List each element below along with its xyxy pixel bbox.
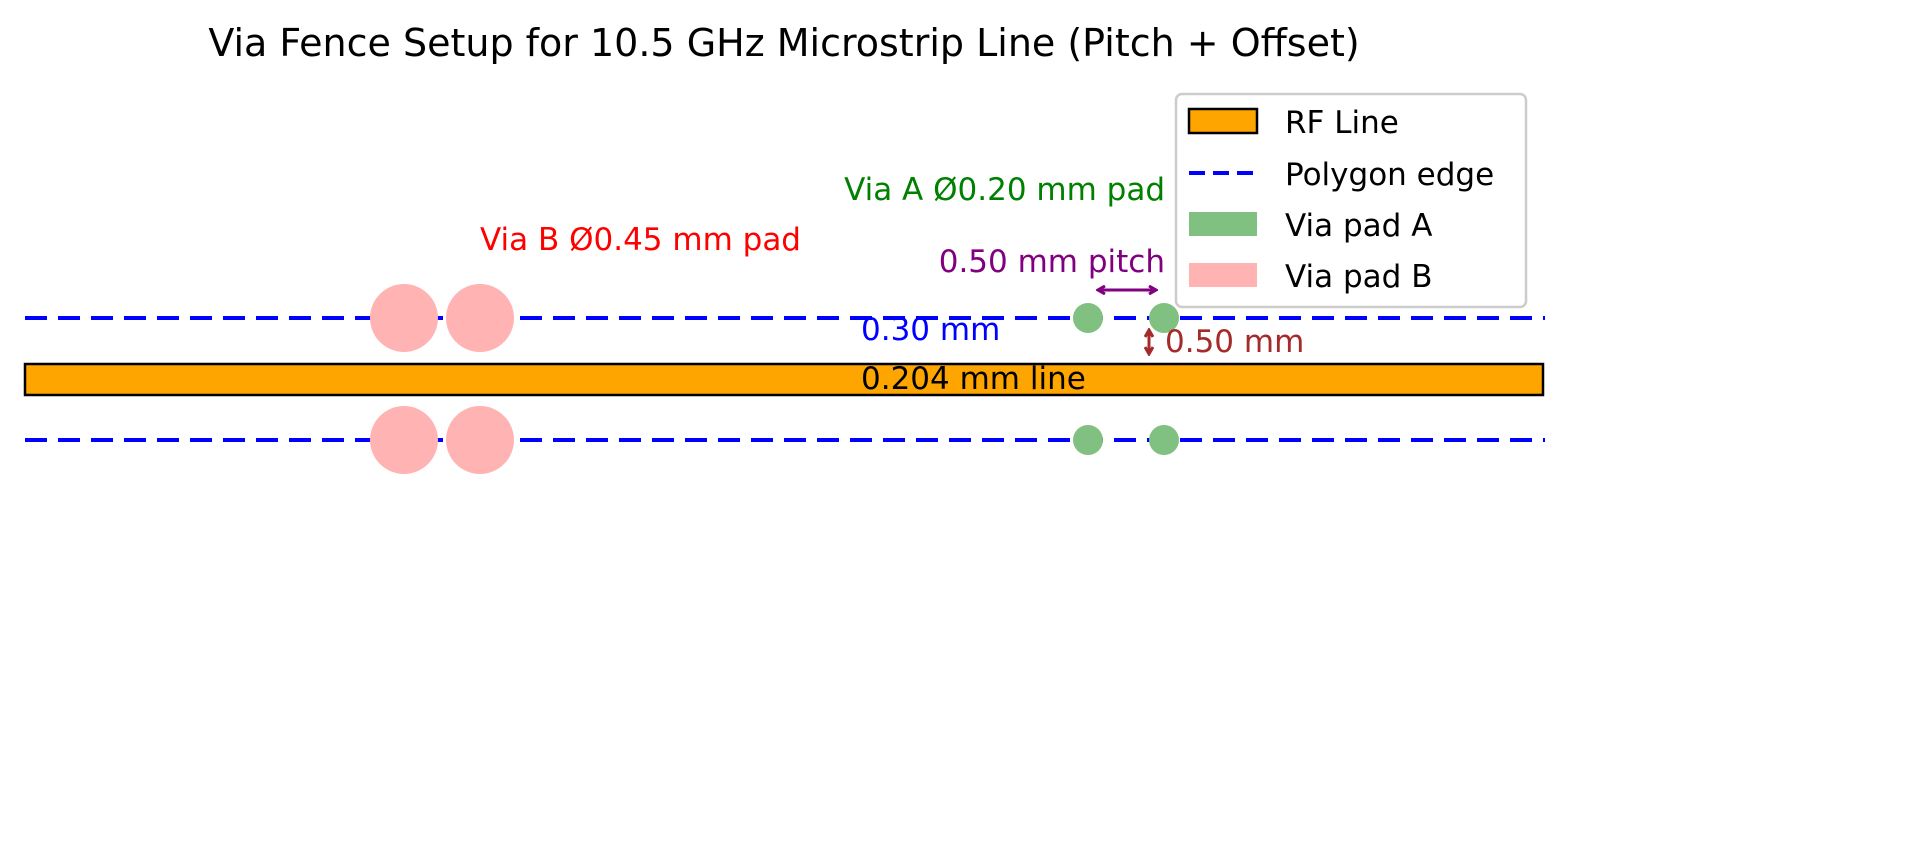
legend-via-pad-b-label: Via pad B (1285, 259, 1432, 295)
via-pad-b (370, 284, 438, 352)
via-pad-b (370, 406, 438, 474)
via-pad-a (1149, 303, 1179, 333)
legend: RF Line Polygon edge Via pad A Via pad B (1174, 92, 1528, 309)
line-width-label: 0.204 mm line (861, 361, 1086, 397)
legend-rf-line-label: RF Line (1285, 105, 1399, 141)
diagram-title: Via Fence Setup for 10.5 GHz Microstrip … (208, 21, 1359, 65)
via-pad-a (1073, 303, 1103, 333)
offset-label: 0.50 mm (1165, 324, 1304, 360)
pitch-label: 0.50 mm pitch (939, 244, 1165, 280)
via-pad-b (446, 284, 514, 352)
via-b-label: Via B Ø0.45 mm pad (480, 222, 801, 258)
legend-polygon-edge-label: Polygon edge (1285, 157, 1494, 193)
legend-via-pad-a-label: Via pad A (1285, 208, 1432, 244)
legend-via-pad-b-swatch (1189, 263, 1257, 287)
via-pad-b (446, 406, 514, 474)
via-pad-a (1149, 425, 1179, 455)
legend-via-pad-a-swatch (1189, 212, 1257, 236)
via-a-label: Via A Ø0.20 mm pad (844, 172, 1165, 208)
via-pad-a (1073, 425, 1103, 455)
legend-frame (1174, 92, 1528, 309)
legend-rf-line-swatch (1187, 107, 1259, 135)
gap-label: 0.30 mm (861, 312, 1000, 348)
rf-line (23, 362, 1545, 397)
